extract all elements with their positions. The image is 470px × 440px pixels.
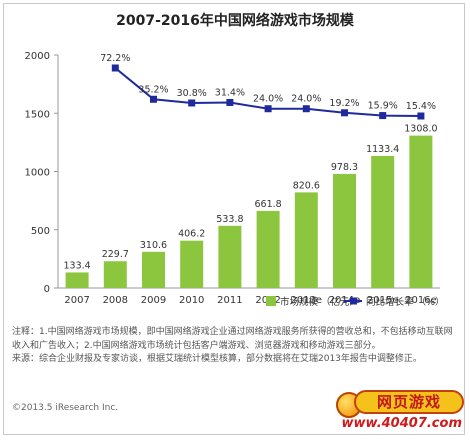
bar-value-label: 661.8	[254, 199, 281, 210]
bar-value-label: 978.3	[331, 162, 358, 173]
y-tick-label: 1000	[25, 168, 50, 179]
bar-value-label: 310.6	[140, 240, 167, 251]
growth-rate-label: 19.2%	[329, 98, 359, 109]
growth-rate-point	[302, 105, 310, 113]
bar	[103, 261, 127, 288]
bar-value-label: 1133.4	[366, 144, 399, 155]
growth-rate-label: 72.2%	[100, 53, 130, 64]
y-tick-label: 500	[31, 226, 50, 237]
bar-line-chart: 0 500 1000 1500 2000 133.4 229.7 310.6 406.2 533.…	[25, 51, 445, 308]
bar	[180, 240, 204, 288]
growth-rate-label: 35.2%	[138, 84, 168, 95]
growth-rate-label: 30.8%	[177, 88, 207, 99]
x-tick-label: 2016e	[405, 295, 437, 306]
growth-rate-point	[188, 99, 196, 107]
x-tick-label: 2009	[141, 295, 166, 306]
bar-value-label: 133.4	[63, 260, 90, 271]
bar	[256, 210, 280, 288]
x-tick-label: 2015e	[367, 295, 399, 306]
growth-rate-point	[264, 105, 272, 113]
bar-value-label: 406.2	[178, 229, 205, 240]
bar	[294, 192, 318, 288]
copyright-text: ©2013.5 iResearch Inc.	[12, 403, 119, 413]
y-tick-label: 0	[44, 284, 50, 295]
legend-line-marker	[350, 297, 357, 305]
bar-value-label: 1308.0	[404, 124, 437, 135]
note-line-2: 来源：综合企业财报及专家访谈，根据艾瑞统计模型核算，部分数据将在艾瑞2013年报…	[12, 354, 422, 364]
chart-title: 2007-2016年中国网络游戏市场规模	[116, 13, 354, 29]
bar	[142, 251, 165, 288]
growth-rate-label: 15.4%	[406, 101, 436, 112]
watermark-top-text: 网页游戏	[354, 390, 464, 414]
growth-rate-point	[150, 95, 157, 103]
site-watermark-logo: 网页游戏 www.40407.com	[336, 390, 464, 436]
growth-rate-point	[226, 98, 234, 106]
x-tick-label: 2007	[64, 295, 89, 306]
bar-value-label: 820.6	[293, 180, 320, 191]
bar-value-label: 533.8	[216, 214, 243, 225]
growth-rate-point	[417, 112, 425, 120]
bar	[333, 174, 356, 288]
growth-rate-label: 15.9%	[368, 101, 398, 112]
chart-notes: 注释：1.中国网络游戏市场规模，即中国网络游戏企业通过网络游戏服务所获得的营收总…	[12, 326, 458, 367]
watermark-url-text: www.40407.com	[341, 416, 463, 431]
growth-rate-point	[341, 109, 348, 117]
y-tick-label: 1500	[25, 109, 50, 120]
growth-rate-point	[111, 64, 119, 72]
y-tick-label: 2000	[25, 51, 50, 62]
bar	[218, 225, 242, 288]
legend-bar-label: 市场规模 （亿元）	[280, 296, 359, 308]
legend-bar-swatch	[266, 296, 276, 306]
chart-frame	[3, 3, 465, 435]
growth-rate-label: 31.4%	[215, 87, 245, 98]
x-tick-label: 2010	[179, 295, 204, 306]
bar	[409, 135, 433, 288]
growth-rate-label: 24.0%	[291, 94, 321, 105]
growth-rate-label: 24.0%	[253, 94, 283, 105]
bar	[65, 272, 89, 288]
x-tick-label: 2011	[217, 295, 242, 306]
note-line-1: 注释：1.中国网络游戏市场规模，即中国网络游戏企业通过网络游戏服务所获得的营收总…	[12, 327, 453, 351]
bar-value-label: 229.7	[102, 249, 129, 260]
bar	[371, 155, 395, 288]
x-tick-label: 2008	[103, 295, 128, 306]
legend-line-label: 同比增长率 （%）	[366, 296, 445, 308]
x-tick-label: 2013e	[290, 295, 322, 306]
growth-rate-point	[379, 112, 387, 120]
